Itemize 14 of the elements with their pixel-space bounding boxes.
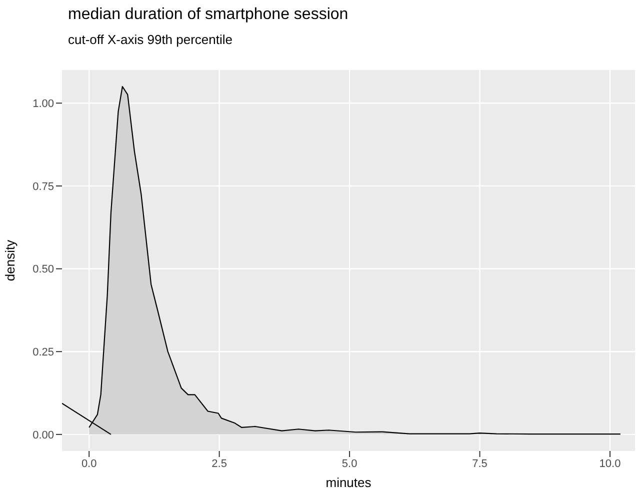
x-tick-label: 2.5 (212, 458, 227, 470)
y-tick-label: 1.00 (32, 98, 54, 110)
y-axis-title: density (2, 239, 18, 282)
x-tick-label: 5.0 (342, 458, 358, 470)
y-tick-label: 0.00 (32, 429, 54, 442)
chart-subtitle: cut-off X-axis 99th percentile (68, 32, 233, 47)
y-tick-label: 0.25 (32, 346, 54, 359)
y-tick-label: 0.75 (32, 180, 54, 193)
x-tick-label: 0.0 (81, 458, 97, 470)
x-axis-title: minutes (326, 475, 372, 490)
x-tick-label: 7.5 (472, 458, 488, 470)
chart-title: median duration of smartphone session (68, 6, 348, 24)
x-tick-label: 10.0 (599, 458, 621, 470)
y-tick-label: 0.50 (32, 264, 54, 276)
